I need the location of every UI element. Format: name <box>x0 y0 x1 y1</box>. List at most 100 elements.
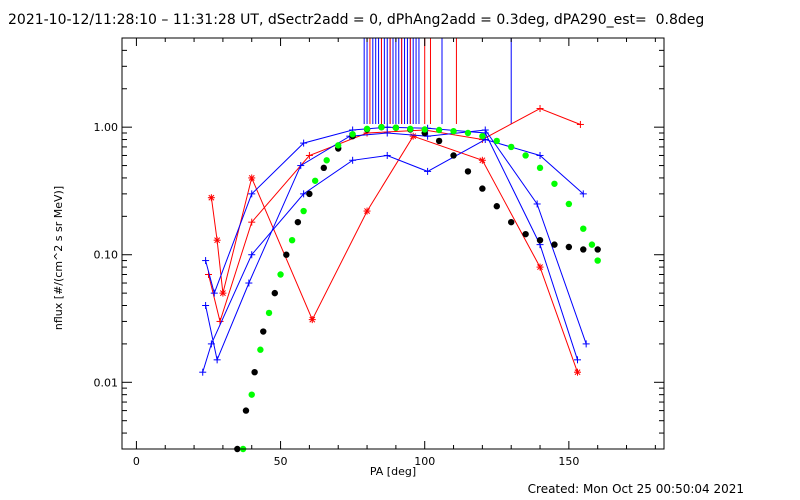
data-point <box>300 190 308 198</box>
data-point <box>464 129 472 137</box>
data-point <box>533 200 541 208</box>
x-tick-label: 50 <box>274 455 288 468</box>
data-point <box>294 218 302 226</box>
series-line <box>210 135 578 373</box>
data-point <box>580 225 587 232</box>
data-point <box>565 200 573 208</box>
data-point <box>260 328 267 335</box>
data-point <box>277 271 284 278</box>
data-point <box>248 218 256 226</box>
data-point <box>242 407 250 414</box>
data-point <box>363 207 371 215</box>
data-point <box>479 185 486 192</box>
data-point <box>349 131 356 138</box>
data-point <box>300 139 308 147</box>
data-point <box>407 125 414 133</box>
data-point <box>508 218 515 226</box>
data-point <box>297 162 305 170</box>
data-point <box>349 156 357 164</box>
data-point <box>251 368 258 376</box>
data-point <box>219 289 227 297</box>
data-point <box>594 257 601 264</box>
data-point <box>323 157 330 164</box>
axes: 0 50 100 150 0.01 0.10 1.00 <box>94 37 664 468</box>
data-point <box>248 174 256 182</box>
data-point <box>424 167 432 175</box>
y-tick-label: 1.00 <box>94 121 119 134</box>
data-point <box>202 257 210 265</box>
data-point <box>522 230 529 238</box>
data-point <box>479 132 486 140</box>
plot-frame <box>121 37 665 450</box>
data-point <box>283 251 290 258</box>
data-point <box>421 126 428 133</box>
data-point <box>248 391 255 398</box>
data-point <box>450 127 457 135</box>
data-point <box>450 152 457 159</box>
data-point <box>478 156 486 164</box>
x-tick-label: 0 <box>133 455 140 468</box>
data-point <box>565 243 573 251</box>
data-point <box>257 346 264 353</box>
data-point <box>207 194 215 202</box>
data-point <box>481 126 489 134</box>
data-point <box>435 137 443 145</box>
data-point <box>508 143 515 151</box>
data-point <box>213 356 221 364</box>
data-point <box>288 236 296 244</box>
data-point <box>493 137 500 145</box>
x-tick-label: 150 <box>558 455 579 468</box>
data-point <box>536 164 544 172</box>
data-point <box>383 151 391 159</box>
data-point <box>335 142 342 149</box>
data-point <box>248 190 256 198</box>
data-point <box>574 356 582 364</box>
data-point <box>210 289 218 297</box>
data-point <box>574 368 582 376</box>
data-point <box>320 164 328 172</box>
data-point <box>588 241 596 248</box>
data-point <box>363 125 371 133</box>
data-point <box>383 123 391 131</box>
data-point <box>576 120 584 128</box>
created-timestamp: Created: Mon Oct 25 00:50:04 2021 <box>527 482 744 496</box>
data-point <box>579 190 587 198</box>
data-point <box>202 301 210 309</box>
data-point <box>536 236 544 244</box>
series-line <box>208 107 581 324</box>
data-point <box>271 289 278 297</box>
data-point <box>300 207 307 215</box>
data-point <box>245 279 253 287</box>
data-point <box>464 168 472 175</box>
data-point <box>308 316 316 324</box>
data-point <box>582 340 590 348</box>
data-point <box>580 246 587 253</box>
data-point <box>594 246 601 253</box>
data-point <box>199 368 207 376</box>
data-point <box>435 126 443 134</box>
data-point <box>493 203 500 210</box>
data-point <box>383 129 391 137</box>
y-tick-label: 0.10 <box>94 249 119 262</box>
series-line <box>205 129 587 362</box>
data-point <box>265 309 273 317</box>
data-point <box>378 123 385 131</box>
data-point <box>306 190 313 198</box>
y-axis-label: nflux [#/(cm^2 s sr MeV)] <box>52 186 65 330</box>
data-point <box>248 251 256 259</box>
data-point <box>536 105 544 113</box>
data-point <box>409 132 417 140</box>
data-point <box>213 236 221 244</box>
x-axis-label: PA [deg] <box>370 465 416 478</box>
series-line <box>202 138 584 373</box>
data-point <box>536 263 544 271</box>
x-tick-label: 100 <box>414 455 435 468</box>
plot-area <box>199 38 601 453</box>
chart-title: 2021-10-12/11:28:10 – 11:31:28 UT, dSect… <box>8 12 705 28</box>
data-point <box>305 151 313 159</box>
data-point <box>536 151 544 159</box>
y-tick-label: 0.01 <box>94 376 119 389</box>
data-point <box>551 180 558 187</box>
data-point <box>392 124 400 131</box>
